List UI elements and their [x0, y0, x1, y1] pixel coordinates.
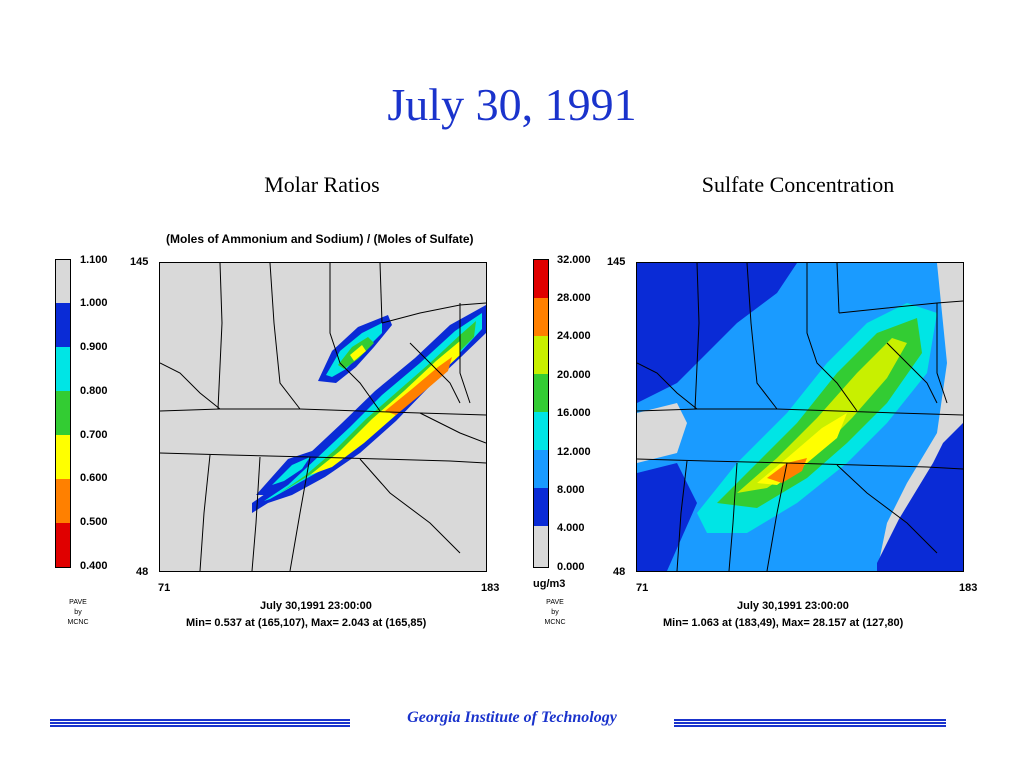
y-axis-bottom-label: 48 [136, 566, 149, 578]
credit-line: PAVE [69, 599, 87, 606]
timestamp: July 30,1991 23:00:00 [737, 600, 849, 612]
legend-label: 1.100 [80, 254, 108, 266]
credit-block: PAVE by MCNC [535, 598, 575, 628]
sulfate-concentration-field [637, 263, 963, 571]
panel-title-sulfate: Sulfate Concentration [701, 172, 895, 197]
panel-subtitle: (Moles of Ammonium and Sodium) / (Moles … [166, 232, 474, 246]
legend-label: 32.000 [557, 254, 591, 266]
y-axis-top-label: 145 [130, 256, 149, 268]
slide-title: July 30, 1991 [387, 79, 637, 130]
color-scale-bar [55, 259, 71, 568]
y-axis-bottom-label: 48 [613, 566, 626, 578]
credit-line: MCNC [544, 619, 566, 626]
x-axis-right-label: 183 [481, 582, 500, 594]
footer-institution: Georgia Institute of Technology [407, 709, 617, 726]
sulfate-map [636, 262, 964, 572]
color-scale-bar [533, 259, 549, 568]
legend-label: 0.400 [80, 560, 108, 572]
legend-label: 12.000 [557, 446, 591, 458]
credit-line: by [551, 609, 559, 616]
legend-label: 8.000 [557, 484, 585, 496]
legend-label: 0.700 [80, 429, 108, 441]
y-axis-top-label: 145 [607, 256, 626, 268]
legend-unit: ug/m3 [533, 578, 566, 590]
molar-ratio-map-svg [159, 262, 487, 572]
legend-label: 0.900 [80, 341, 108, 353]
x-axis-right-label: 183 [959, 582, 978, 594]
panel-title-molar-ratios: Molar Ratios [264, 172, 380, 197]
legend-label: 0.800 [80, 385, 108, 397]
molar-ratio-map [159, 262, 487, 572]
legend-label: 28.000 [557, 292, 591, 304]
timestamp: July 30,1991 23:00:00 [260, 600, 372, 612]
state-boundaries [636, 262, 964, 572]
legend-label: 4.000 [557, 522, 585, 534]
state-boundaries [159, 262, 487, 572]
legend-label: 16.000 [557, 407, 591, 419]
legend-label: 24.000 [557, 330, 591, 342]
sulfate-map-svg [636, 262, 964, 572]
legend-label: 0.500 [80, 516, 108, 528]
x-axis-left-label: 71 [636, 582, 649, 594]
credit-block: PAVE by MCNC [58, 598, 98, 628]
legend-label: 20.000 [557, 369, 591, 381]
footer-rule-left [50, 719, 350, 728]
legend-label: 0.000 [557, 561, 585, 573]
legend-label: 0.600 [80, 472, 108, 484]
footer-rule-right [674, 719, 946, 728]
credit-line: MCNC [67, 619, 89, 626]
credit-line: by [74, 609, 82, 616]
min-max-readout: Min= 1.063 at (183,49), Max= 28.157 at (… [663, 617, 904, 629]
credit-line: PAVE [546, 599, 564, 606]
min-max-readout: Min= 0.537 at (165,107), Max= 2.043 at (… [186, 617, 427, 629]
legend-label: 1.000 [80, 297, 108, 309]
x-axis-left-label: 71 [158, 582, 171, 594]
